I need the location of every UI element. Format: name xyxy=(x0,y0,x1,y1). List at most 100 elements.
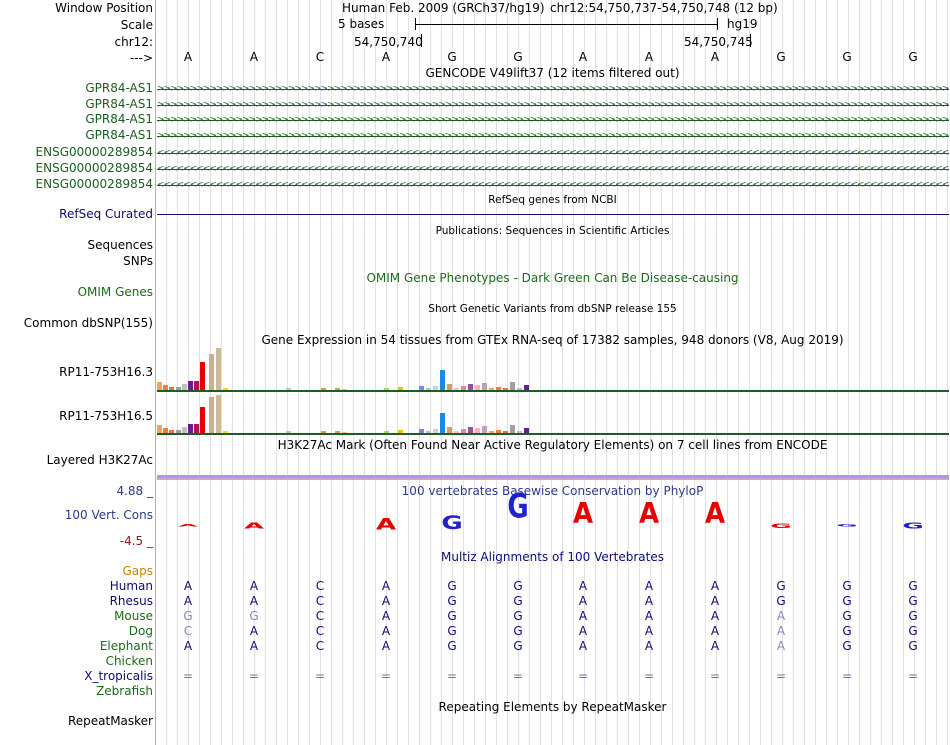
gtex-tissue-bar[interactable] xyxy=(200,362,205,390)
gtex-tissue-bar[interactable] xyxy=(503,388,508,390)
gtex-tissue-bar[interactable] xyxy=(426,388,431,390)
gtex-gene-2-label[interactable]: RP11-753H16.5 xyxy=(59,409,153,423)
gtex-tissue-bar[interactable] xyxy=(468,384,473,390)
gencode-transcript-forward[interactable]: >>>>>>>>>>>>>>>>>>>>>>>>>>>>>>>>>>>>>>>>… xyxy=(157,115,949,125)
gencode-item-label[interactable]: ENSG00000289854 xyxy=(35,145,153,159)
gtex-tissue-bar[interactable] xyxy=(398,430,403,433)
gtex-tissue-bar[interactable] xyxy=(223,388,228,390)
multiz-species-label[interactable]: Human xyxy=(109,579,153,593)
gtex-tissue-bar[interactable] xyxy=(384,388,389,390)
gtex-gene-1-label[interactable]: RP11-753H16.3 xyxy=(59,365,153,379)
gtex-tissue-bar[interactable] xyxy=(489,431,494,433)
h3k27ac-label[interactable]: Layered H3K27Ac xyxy=(46,453,153,467)
gtex-tissue-bar[interactable] xyxy=(342,432,347,433)
gencode-transcript-forward[interactable]: >>>>>>>>>>>>>>>>>>>>>>>>>>>>>>>>>>>>>>>>… xyxy=(157,84,949,94)
gtex-tissue-bar[interactable] xyxy=(482,383,487,390)
gtex-tissue-bar[interactable] xyxy=(475,385,480,390)
multiz-species-label[interactable]: Dog xyxy=(128,624,153,638)
gtex-tissue-bar[interactable] xyxy=(216,348,221,390)
gtex-tissue-bar[interactable] xyxy=(496,387,501,390)
gtex-tissue-bar[interactable] xyxy=(157,425,162,433)
gtex-tissue-bar[interactable] xyxy=(335,431,340,433)
gtex-tissue-bar[interactable] xyxy=(440,413,445,433)
gtex-tissue-bar[interactable] xyxy=(216,395,221,433)
phylop-label[interactable]: 100 Vert. Cons xyxy=(64,508,153,522)
gtex-tissue-bar[interactable] xyxy=(342,389,347,390)
gencode-item-label[interactable]: ENSG00000289854 xyxy=(35,161,153,175)
gtex-tissue-bar[interactable] xyxy=(433,386,438,390)
gtex-tissue-bar[interactable] xyxy=(286,431,291,433)
multiz-species-label[interactable]: Elephant xyxy=(99,639,153,653)
gencode-item-label[interactable]: GPR84-AS1 xyxy=(85,97,153,111)
gtex-tissue-bar[interactable] xyxy=(510,425,515,433)
gtex-tissue-bar[interactable] xyxy=(188,424,193,433)
gtex-tissue-bar[interactable] xyxy=(321,431,326,433)
gtex-tissue-bar[interactable] xyxy=(489,388,494,390)
gencode-item-label[interactable]: ENSG00000289854 xyxy=(35,177,153,191)
gtex-tissue-bar[interactable] xyxy=(176,430,181,433)
gencode-transcript-reverse[interactable]: <<<<<<<<<<<<<<<<<<<<<<<<<<<<<<<<<<<<<<<<… xyxy=(157,148,949,158)
gtex-tissue-bar[interactable] xyxy=(419,386,424,390)
gtex-tissue-bar[interactable] xyxy=(475,428,480,433)
gencode-item-label[interactable]: GPR84-AS1 xyxy=(85,128,153,142)
multiz-species-label[interactable]: X_tropicalis xyxy=(84,669,153,683)
gtex-tissue-bar[interactable] xyxy=(223,431,228,433)
gtex-tissue-bar[interactable] xyxy=(169,387,174,390)
gtex-tissue-bar[interactable] xyxy=(209,354,214,390)
gtex-tissue-bar[interactable] xyxy=(335,388,340,390)
gtex-tissue-bar[interactable] xyxy=(454,431,459,433)
gtex-tissue-bar[interactable] xyxy=(194,424,199,433)
gtex-tissue-bar[interactable] xyxy=(182,384,187,390)
gtex-tissue-bar[interactable] xyxy=(182,427,187,433)
gtex-tissue-bar[interactable] xyxy=(461,429,466,433)
gtex-tissue-bar[interactable] xyxy=(524,385,529,390)
refseq-label[interactable]: RefSeq Curated xyxy=(59,207,153,221)
gtex-tissue-bar[interactable] xyxy=(454,388,459,390)
dbsnp-label[interactable]: Common dbSNP(155) xyxy=(23,316,153,330)
gtex-tissue-bar[interactable] xyxy=(461,386,466,390)
gtex-tissue-bar[interactable] xyxy=(157,382,162,390)
gencode-transcript-forward[interactable]: >>>>>>>>>>>>>>>>>>>>>>>>>>>>>>>>>>>>>>>>… xyxy=(157,100,949,110)
multiz-species-label[interactable]: Rhesus xyxy=(109,594,153,608)
gtex-tissue-bar[interactable] xyxy=(524,428,529,433)
gtex-tissue-bar[interactable] xyxy=(194,381,199,390)
gtex-tissue-bar[interactable] xyxy=(321,388,326,390)
gtex-tissue-bar[interactable] xyxy=(188,381,193,390)
gtex-tissue-bar[interactable] xyxy=(200,407,205,433)
gtex-tissue-bar[interactable] xyxy=(517,431,522,433)
gtex-tissue-bar[interactable] xyxy=(419,429,424,433)
gtex-tissue-bar[interactable] xyxy=(440,370,445,390)
gtex-tissue-bar[interactable] xyxy=(163,385,168,390)
gtex-tissue-bar[interactable] xyxy=(384,431,389,433)
publications-label-sequences[interactable]: Sequences xyxy=(87,238,153,252)
gencode-transcript-reverse[interactable]: <<<<<<<<<<<<<<<<<<<<<<<<<<<<<<<<<<<<<<<<… xyxy=(157,164,949,174)
repeatmasker-label[interactable]: RepeatMasker xyxy=(67,714,153,728)
gtex-tissue-bar[interactable] xyxy=(503,431,508,433)
gtex-tissue-bar[interactable] xyxy=(510,382,515,390)
gencode-item-label[interactable]: GPR84-AS1 xyxy=(85,112,153,126)
gtex-tissue-bar[interactable] xyxy=(209,397,214,433)
gtex-tissue-bar[interactable] xyxy=(517,388,522,390)
gtex-tissue-bar[interactable] xyxy=(398,387,403,390)
publications-label-snps[interactable]: SNPs xyxy=(123,254,153,268)
gtex-tissue-bar[interactable] xyxy=(447,427,452,433)
refseq-feature[interactable] xyxy=(157,214,949,215)
gtex-tissue-bar[interactable] xyxy=(433,429,438,433)
gtex-tissue-bar[interactable] xyxy=(468,427,473,433)
multiz-species-label[interactable]: Chicken xyxy=(105,654,153,668)
gtex-tissue-bar[interactable] xyxy=(496,430,501,433)
gtex-tissue-bar[interactable] xyxy=(447,384,452,390)
gencode-transcript-reverse[interactable]: <<<<<<<<<<<<<<<<<<<<<<<<<<<<<<<<<<<<<<<<… xyxy=(157,180,949,190)
gtex-tissue-bar[interactable] xyxy=(426,431,431,433)
gtex-tissue-bar[interactable] xyxy=(286,388,291,390)
multiz-species-label[interactable]: Zebrafish xyxy=(96,684,153,698)
multiz-species-label[interactable]: Mouse xyxy=(114,609,153,623)
omim-label[interactable]: OMIM Genes xyxy=(77,285,153,299)
gencode-transcript-forward[interactable]: >>>>>>>>>>>>>>>>>>>>>>>>>>>>>>>>>>>>>>>>… xyxy=(157,131,949,141)
gencode-item-label[interactable]: GPR84-AS1 xyxy=(85,81,153,95)
gtex-tissue-bar[interactable] xyxy=(163,428,168,433)
gtex-tissue-bar[interactable] xyxy=(482,426,487,433)
gtex-tissue-bar[interactable] xyxy=(169,430,174,433)
multiz-gaps-label[interactable]: Gaps xyxy=(122,564,153,578)
